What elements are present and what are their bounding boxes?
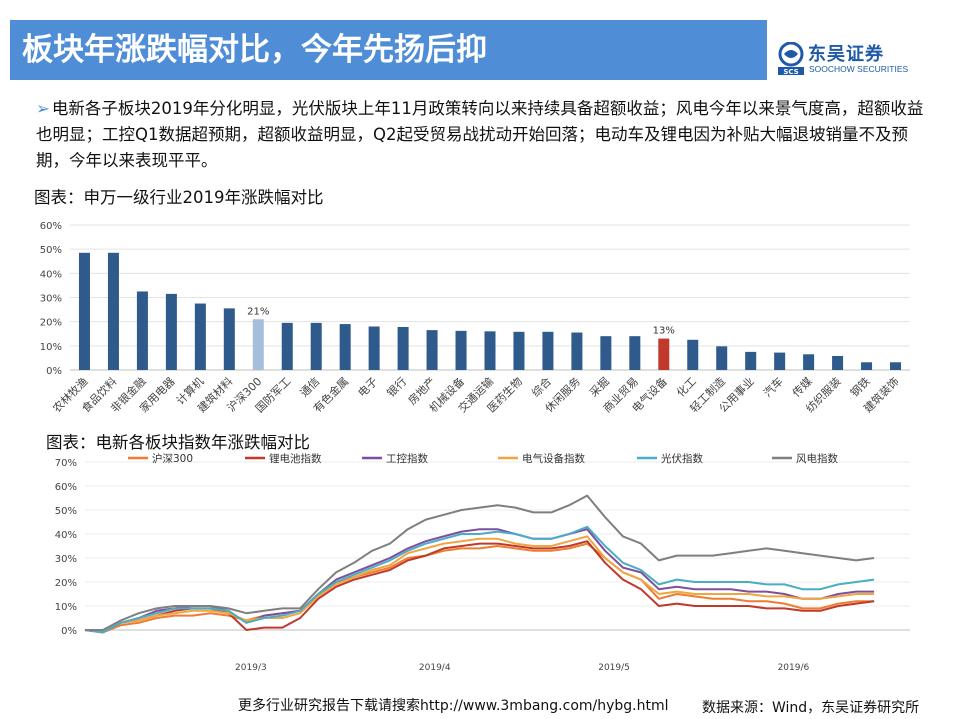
bar — [426, 330, 438, 370]
bar — [861, 362, 873, 370]
legend-label: 光伏指数 — [661, 452, 703, 465]
series-line — [84, 542, 875, 634]
series-line — [84, 528, 875, 634]
bar — [252, 319, 264, 370]
bar — [571, 332, 583, 370]
bar — [513, 331, 525, 370]
footer-download-note: 更多行业研究报告下载请搜索http://www.3mbang.com/hybg.… — [238, 698, 669, 714]
series-line — [84, 540, 875, 634]
bar-y-tick-label: 20% — [40, 318, 62, 329]
line-y-tick-label: 0% — [61, 626, 77, 637]
bar-x-tick-label: 传媒 — [790, 375, 815, 400]
bar — [687, 339, 699, 370]
bar — [107, 252, 119, 370]
line-x-tick-label: 2019/4 — [419, 663, 451, 673]
bar-y-tick-label: 60% — [40, 221, 62, 232]
bar — [600, 336, 612, 370]
line-chart: 0% 10% 20% 30% 40% 50% 60% 70% 2019/3 2019/4 2019/… — [55, 452, 910, 673]
line-y-tick-label: 10% — [55, 602, 77, 613]
line-x-tick-label: 2019/6 — [778, 663, 810, 673]
bar-data-label: 13% — [653, 326, 675, 337]
legend-label: 风电指数 — [796, 452, 838, 465]
bar — [629, 336, 641, 370]
series-line — [85, 494, 875, 631]
bar — [745, 351, 757, 370]
bar-x-tick-label: 化工 — [673, 374, 698, 399]
bar-x-tick-label: 银行 — [384, 374, 409, 399]
bar-y-tick-label: 10% — [40, 342, 62, 353]
bar-data-label: 21% — [247, 306, 269, 317]
bar-x-tick-label: 钢铁 — [848, 375, 873, 400]
logo-mark-icon: SCS — [778, 42, 804, 76]
line-chart-caption: 图表：电新各板块指数年涨跌幅对比 — [46, 433, 310, 452]
bar-x-tick-label: 电子 — [356, 375, 381, 400]
logo-mark-text: SCS — [783, 68, 798, 76]
bar — [658, 338, 670, 370]
bar — [774, 352, 786, 370]
company-logo: SCS 东吴证券 SOOCHOW SECURITIES — [776, 40, 956, 80]
bar-y-tick-label: 50% — [40, 245, 62, 256]
bar-x-tick-label: 采掘 — [587, 374, 612, 399]
bar — [165, 293, 177, 370]
bar — [78, 252, 90, 370]
bar — [890, 362, 902, 370]
bar — [281, 322, 293, 370]
bar — [223, 308, 235, 370]
series-line — [84, 535, 875, 634]
line-y-tick-label: 30% — [55, 554, 77, 565]
footer-source: 数据来源：Wind，东吴证券研究所 — [702, 700, 920, 716]
bar — [310, 322, 322, 370]
bar — [455, 330, 467, 370]
bar — [832, 355, 844, 370]
intro-paragraph: ➢ 电新各子板块2019年分化明显，光伏版块上年11月政策转向以来持续具备超额收益… — [36, 96, 936, 174]
bar — [803, 354, 815, 370]
bar — [136, 291, 148, 370]
legend-label: 工控指数 — [386, 452, 428, 465]
line-y-tick-label: 20% — [55, 578, 77, 589]
line-y-tick-label: 40% — [55, 530, 77, 541]
bar-y-tick-label: 30% — [40, 294, 62, 305]
bar-x-tick-label: 综合 — [529, 374, 554, 399]
intro-text: 电新各子板块2019年分化明显，光伏版块上年11月政策转向以来持续具备超额收益；… — [36, 99, 924, 170]
bar — [339, 324, 351, 370]
bullet-arrow-icon: ➢ — [36, 99, 50, 118]
bar — [716, 346, 728, 370]
bar — [397, 326, 409, 370]
bar — [368, 326, 380, 370]
line-x-tick-label: 2019/5 — [598, 663, 630, 673]
line-x-tick-label: 2019/3 — [235, 663, 267, 673]
bar-chart: 0%10%20%30%40%50%60%农林牧渔食品饮料非银金融家用电器计算机建… — [40, 221, 910, 415]
bar-y-tick-label: 40% — [40, 269, 62, 280]
bar — [194, 303, 206, 370]
bar-y-tick-label: 0% — [46, 366, 62, 377]
bar-x-tick-label: 汽车 — [760, 374, 785, 399]
line-y-tick-label: 50% — [55, 506, 77, 517]
bar-x-tick-label: 通信 — [298, 375, 323, 400]
bar — [542, 331, 554, 370]
series-line — [84, 525, 875, 634]
legend-label: 锂电池指数 — [269, 452, 322, 465]
line-y-tick-label: 60% — [55, 482, 77, 493]
page-title: 板块年涨跌幅对比，今年先扬后抑 — [22, 32, 487, 68]
legend-label: 沪深300 — [152, 452, 193, 465]
legend-label: 电气设备指数 — [522, 452, 585, 465]
logo-cn-text: 东吴证券 — [808, 44, 884, 65]
line-y-tick-label: 70% — [55, 458, 77, 469]
title-bar — [10, 20, 767, 80]
bar — [484, 331, 496, 370]
bar-chart-caption: 图表：申万一级行业2019年涨跌幅对比 — [34, 188, 324, 207]
logo-en-text: SOOCHOW SECURITIES — [809, 64, 909, 74]
